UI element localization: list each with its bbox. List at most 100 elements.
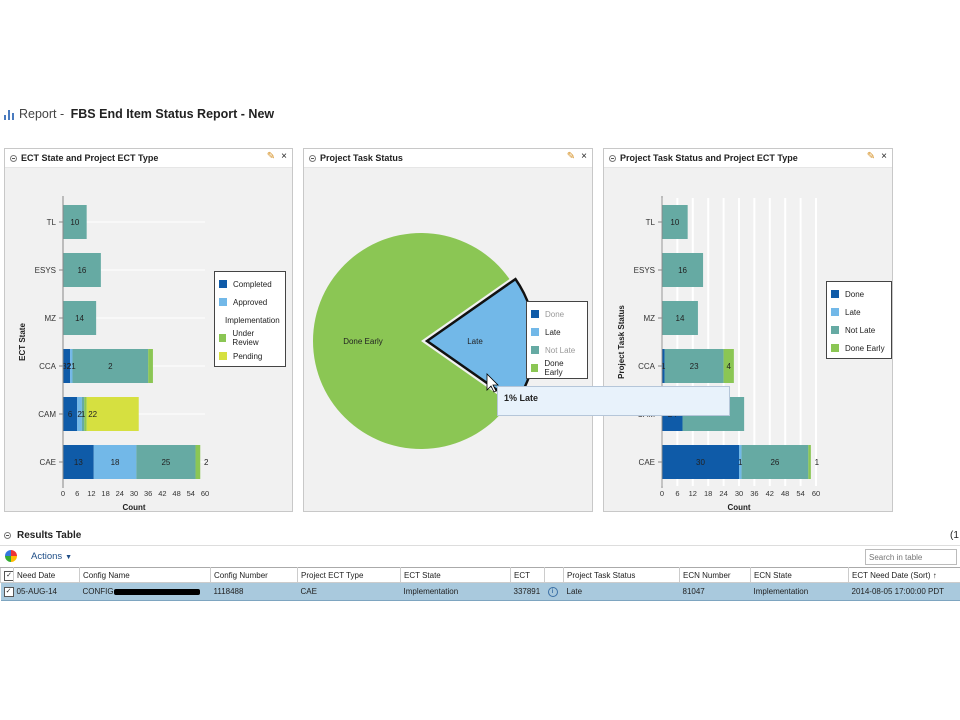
column-header[interactable]: Config Number: [210, 567, 298, 583]
legend-label: Done: [545, 309, 565, 319]
x-tick-label: 48: [781, 489, 789, 498]
collapse-icon[interactable]: [10, 154, 17, 162]
x-tick-label: 36: [750, 489, 758, 498]
bar-value-label: 22: [88, 410, 97, 419]
legend-label: Done Early: [845, 343, 885, 353]
panel-task-status: Project Task Status ✎ × Done Early Late Do…: [303, 148, 593, 512]
panel-title: ECT State and Project ECT Type: [21, 153, 159, 163]
refresh-icon[interactable]: [5, 550, 17, 562]
row-checkbox[interactable]: ✓: [0, 582, 14, 601]
column-header[interactable]: ECN State: [750, 567, 849, 583]
caret-down-icon: ▼: [65, 554, 73, 561]
pie-slice-label: Done Early: [343, 337, 383, 346]
column-header[interactable]: ECN Number: [679, 567, 751, 583]
legend-item[interactable]: Not Late: [831, 321, 885, 339]
bar-segment: [195, 445, 201, 479]
cell-config-number: 1118488: [210, 582, 298, 601]
bar-segment: [63, 205, 87, 239]
legend-label: Approved: [233, 297, 268, 307]
chart-legend: Completed Approved Implementation Under Rev…: [214, 271, 286, 367]
legend-swatch: [831, 326, 839, 334]
y-tick-label: TL: [47, 218, 57, 227]
bar-value-label: 2: [204, 458, 209, 467]
legend-swatch: [531, 310, 539, 318]
cell-task-status: Late: [563, 582, 680, 601]
cell-ect-state: Implementation: [400, 582, 511, 601]
y-tick-label: CCA: [39, 362, 57, 371]
column-header[interactable]: [544, 567, 564, 583]
bar-value-label: 10: [670, 218, 679, 227]
collapse-icon[interactable]: [309, 154, 316, 162]
redacted-mark: [113, 588, 200, 595]
legend-item[interactable]: Completed: [219, 275, 279, 293]
bar-segment: [662, 349, 665, 383]
column-header[interactable]: Config Name: [79, 567, 211, 583]
actions-menu-button[interactable]: Actions ▼: [31, 551, 72, 562]
panel-task-status-type: Project Task Status and Project ECT Type…: [603, 148, 893, 512]
pencil-icon[interactable]: ✎: [266, 151, 276, 162]
bar-segment: [662, 253, 704, 287]
legend-item[interactable]: Under Review: [219, 329, 279, 347]
info-icon[interactable]: i: [547, 587, 558, 597]
bar-value-label: 1: [738, 458, 743, 467]
y-tick-label: MZ: [44, 314, 56, 323]
y-tick-label: ESYS: [35, 266, 56, 275]
report-prefix: Report -: [19, 107, 68, 121]
cell-ecn-number: 81047: [679, 582, 751, 601]
panel-header: ECT State and Project ECT Type ✎ ×: [5, 149, 292, 168]
bar-segment: [723, 349, 734, 383]
legend-item[interactable]: Done: [531, 305, 581, 323]
results-toolbar: Actions ▼: [0, 545, 960, 568]
legend-item[interactable]: Approved: [219, 293, 279, 311]
legend-swatch: [831, 344, 839, 352]
chart-task-status: Done Early Late Done Late Not Late Done Earl…: [304, 168, 592, 511]
legend-item[interactable]: Done Early: [531, 359, 581, 377]
column-header[interactable]: Project Task Status: [563, 567, 680, 583]
column-header[interactable]: ECT: [510, 567, 545, 583]
legend-item[interactable]: Late: [831, 303, 885, 321]
bar-value-label: 1: [661, 362, 666, 371]
panel-ect-state: ECT State and Project ECT Type ✎ × 0 6 12 18…: [4, 148, 293, 512]
bar-segment: [63, 253, 101, 287]
mouse-cursor-icon: [486, 373, 499, 393]
cell-info[interactable]: i: [544, 582, 564, 601]
legend-label: Late: [545, 327, 561, 337]
legend-item[interactable]: Done Early: [831, 339, 885, 357]
x-tick-label: 30: [735, 489, 743, 498]
column-header[interactable]: Project ECT Type: [297, 567, 401, 583]
close-icon[interactable]: ×: [281, 151, 287, 162]
x-tick-label: 54: [796, 489, 804, 498]
x-tick-label: 42: [766, 489, 774, 498]
pencil-icon[interactable]: ✎: [866, 151, 876, 162]
x-tick-label: 60: [812, 489, 820, 498]
bar-value-label: 1: [81, 410, 86, 419]
search-input[interactable]: [865, 549, 957, 565]
cell-ect: 337891: [510, 582, 545, 601]
column-header[interactable]: Need Date: [13, 567, 80, 583]
legend-item[interactable]: Done: [831, 285, 885, 303]
bar-segment: [77, 397, 82, 431]
report-header: Report - FBS End Item Status Report - Ne…: [4, 106, 274, 122]
bar-segment: [739, 445, 742, 479]
legend-item[interactable]: Late: [531, 323, 581, 341]
cell-project-ect-type: CAE: [297, 582, 401, 601]
select-all-checkbox[interactable]: ✓: [0, 567, 14, 583]
close-icon[interactable]: ×: [881, 151, 887, 162]
legend-item[interactable]: Not Late: [531, 341, 581, 359]
collapse-icon[interactable]: [609, 154, 616, 162]
legend-item[interactable]: Pending: [219, 347, 279, 365]
pencil-icon[interactable]: ✎: [566, 151, 576, 162]
column-header-sorted[interactable]: ECT Need Date (Sort) ↑: [848, 567, 960, 583]
y-axis-title: ECT State: [18, 323, 27, 361]
x-tick-label: 18: [704, 489, 712, 498]
close-icon[interactable]: ×: [581, 151, 587, 162]
legend-item[interactable]: Implementation: [219, 311, 280, 329]
legend-label: Under Review: [232, 329, 259, 347]
bar-value-label: 2: [108, 362, 113, 371]
collapse-icon[interactable]: [4, 532, 11, 539]
y-tick-label: MZ: [643, 314, 655, 323]
bar-segment: [136, 445, 196, 479]
column-header[interactable]: ECT State: [400, 567, 511, 583]
legend-label: Pending: [233, 351, 263, 361]
table-row[interactable]: ✓ 05-AUG-14 CONFIG 1118488 CAE Implement…: [0, 582, 960, 601]
